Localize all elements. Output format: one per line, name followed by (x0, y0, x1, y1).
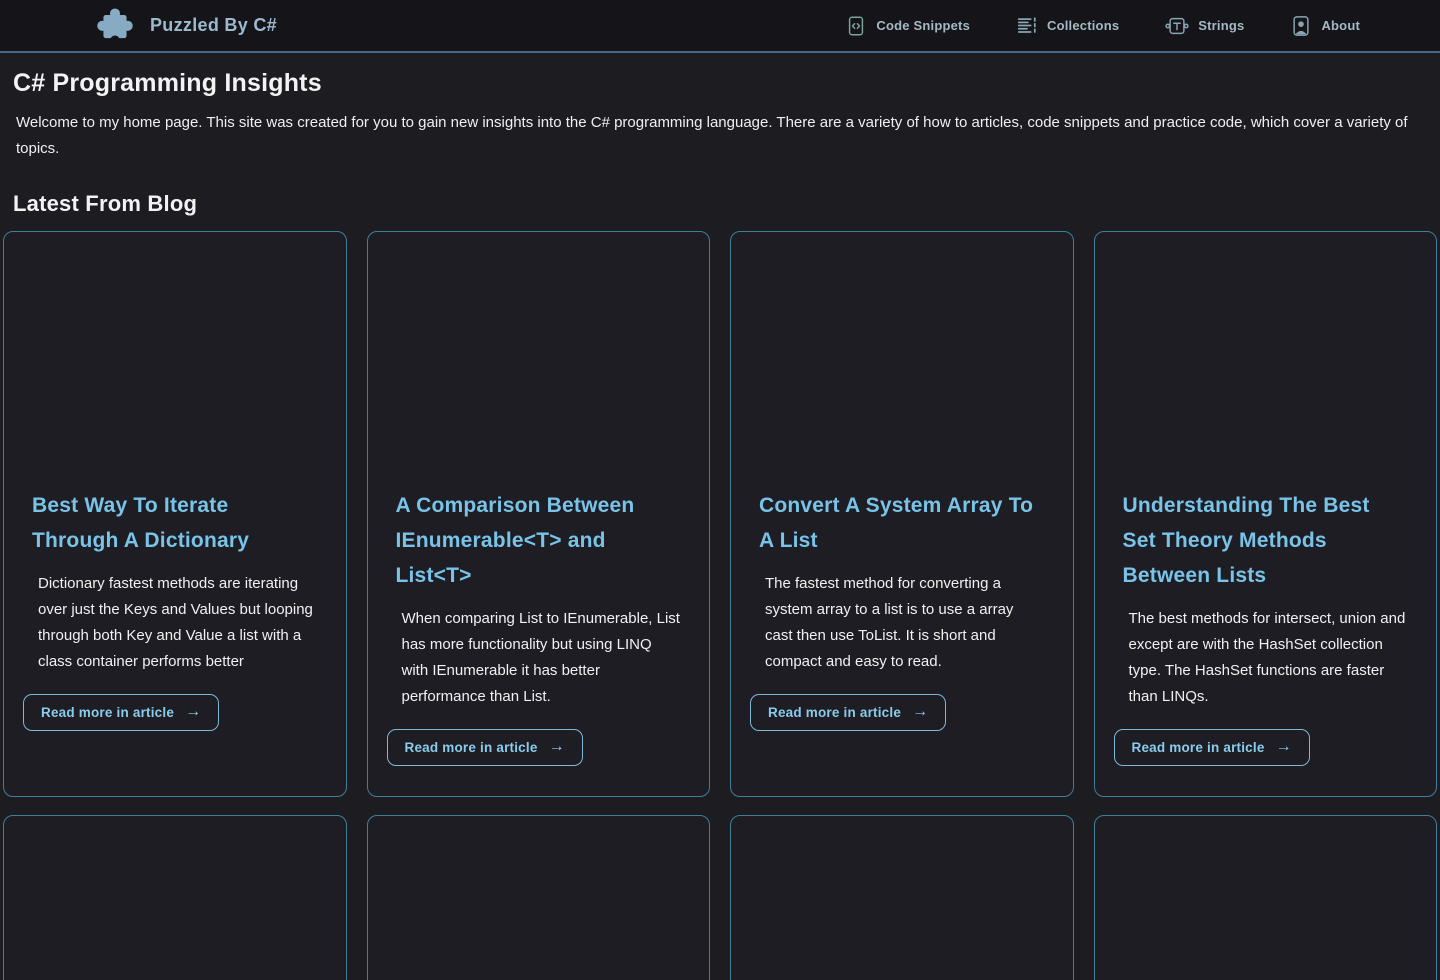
card-image-placeholder (4, 232, 346, 482)
blog-card-grid: Best Way To Iterate Through A Dictionary… (3, 231, 1437, 980)
card-image-placeholder (368, 816, 710, 980)
brand[interactable]: Puzzled By C# (95, 5, 277, 47)
card-title: Understanding The Best Set Theory Method… (1122, 494, 1370, 587)
puzzle-logo-icon (95, 5, 135, 47)
nav-item-label: Collections (1047, 18, 1120, 33)
about-person-icon (1290, 15, 1312, 37)
brand-name: Puzzled By C# (150, 15, 277, 35)
card-image-placeholder (1095, 232, 1437, 482)
nav-item-label: About (1321, 18, 1360, 33)
card-body: A Comparison Between IEnumerable<T> and … (368, 482, 710, 710)
card-title: Convert A System Array To A List (759, 494, 1034, 552)
blog-card[interactable] (1093, 815, 1437, 980)
strings-icon (1165, 15, 1189, 37)
arrow-right-icon: → (1275, 738, 1292, 755)
arrow-right-icon: → (912, 703, 929, 720)
card-image-placeholder (731, 232, 1073, 482)
read-more-label: Read more in article (768, 704, 902, 720)
intro-text: Welcome to my home page. This site was c… (16, 114, 1408, 157)
nav-links: Code Snippets Collections (845, 15, 1360, 37)
card-image-placeholder (4, 816, 346, 980)
card-title: Best Way To Iterate Through A Dictionary (32, 494, 250, 552)
page-title: C# Programming Insights (13, 69, 322, 97)
read-more-label: Read more in article (41, 704, 175, 720)
card-image-placeholder (1095, 816, 1437, 980)
read-more-button[interactable]: Read more in article → (750, 694, 947, 731)
card-excerpt: When comparing List to IEnumerable, List… (401, 610, 680, 705)
blog-card[interactable]: Understanding The Best Set Theory Method… (1093, 231, 1437, 797)
card-excerpt: Dictionary fastest methods are iterating… (38, 575, 313, 670)
nav-item-label: Code Snippets (876, 18, 970, 33)
nav-item-label: Strings (1198, 18, 1245, 33)
code-snippets-icon (845, 15, 867, 37)
card-title: A Comparison Between IEnumerable<T> and … (395, 494, 635, 587)
blog-card[interactable]: Convert A System Array To A List The fas… (730, 231, 1074, 797)
nav-item-about[interactable]: About (1290, 15, 1360, 37)
read-more-button[interactable]: Read more in article → (386, 729, 583, 766)
section-title: Latest From Blog (13, 191, 198, 216)
read-more-button[interactable]: Read more in article → (23, 694, 220, 731)
card-body: Best Way To Iterate Through A Dictionary… (4, 482, 346, 675)
blog-card[interactable]: Best Way To Iterate Through A Dictionary… (3, 231, 347, 797)
card-body: Convert A System Array To A List The fas… (731, 482, 1073, 675)
blog-card[interactable]: A Comparison Between IEnumerable<T> and … (366, 231, 710, 797)
card-image-placeholder (368, 232, 710, 482)
card-image-placeholder (731, 816, 1073, 980)
card-excerpt: The best methods for intersect, union an… (1128, 610, 1406, 705)
card-excerpt: The fastest method for converting a syst… (765, 575, 1014, 670)
blog-card[interactable] (3, 815, 347, 980)
nav-item-strings[interactable]: Strings (1165, 15, 1244, 37)
navbar: Puzzled By C# Code Snippets (0, 0, 1440, 53)
nav-item-collections[interactable]: Collections (1016, 15, 1119, 37)
blog-card[interactable] (366, 815, 710, 980)
collections-icon (1016, 15, 1038, 37)
read-more-label: Read more in article (1131, 739, 1265, 755)
main-content: C# Programming Insights Welcome to my ho… (0, 69, 1440, 980)
blog-card[interactable] (730, 815, 1074, 980)
card-body: Understanding The Best Set Theory Method… (1095, 482, 1437, 710)
arrow-right-icon: → (548, 738, 565, 755)
read-more-label: Read more in article (404, 739, 538, 755)
arrow-right-icon: → (185, 703, 202, 720)
read-more-button[interactable]: Read more in article → (1113, 729, 1310, 766)
nav-item-code-snippets[interactable]: Code Snippets (845, 15, 970, 37)
